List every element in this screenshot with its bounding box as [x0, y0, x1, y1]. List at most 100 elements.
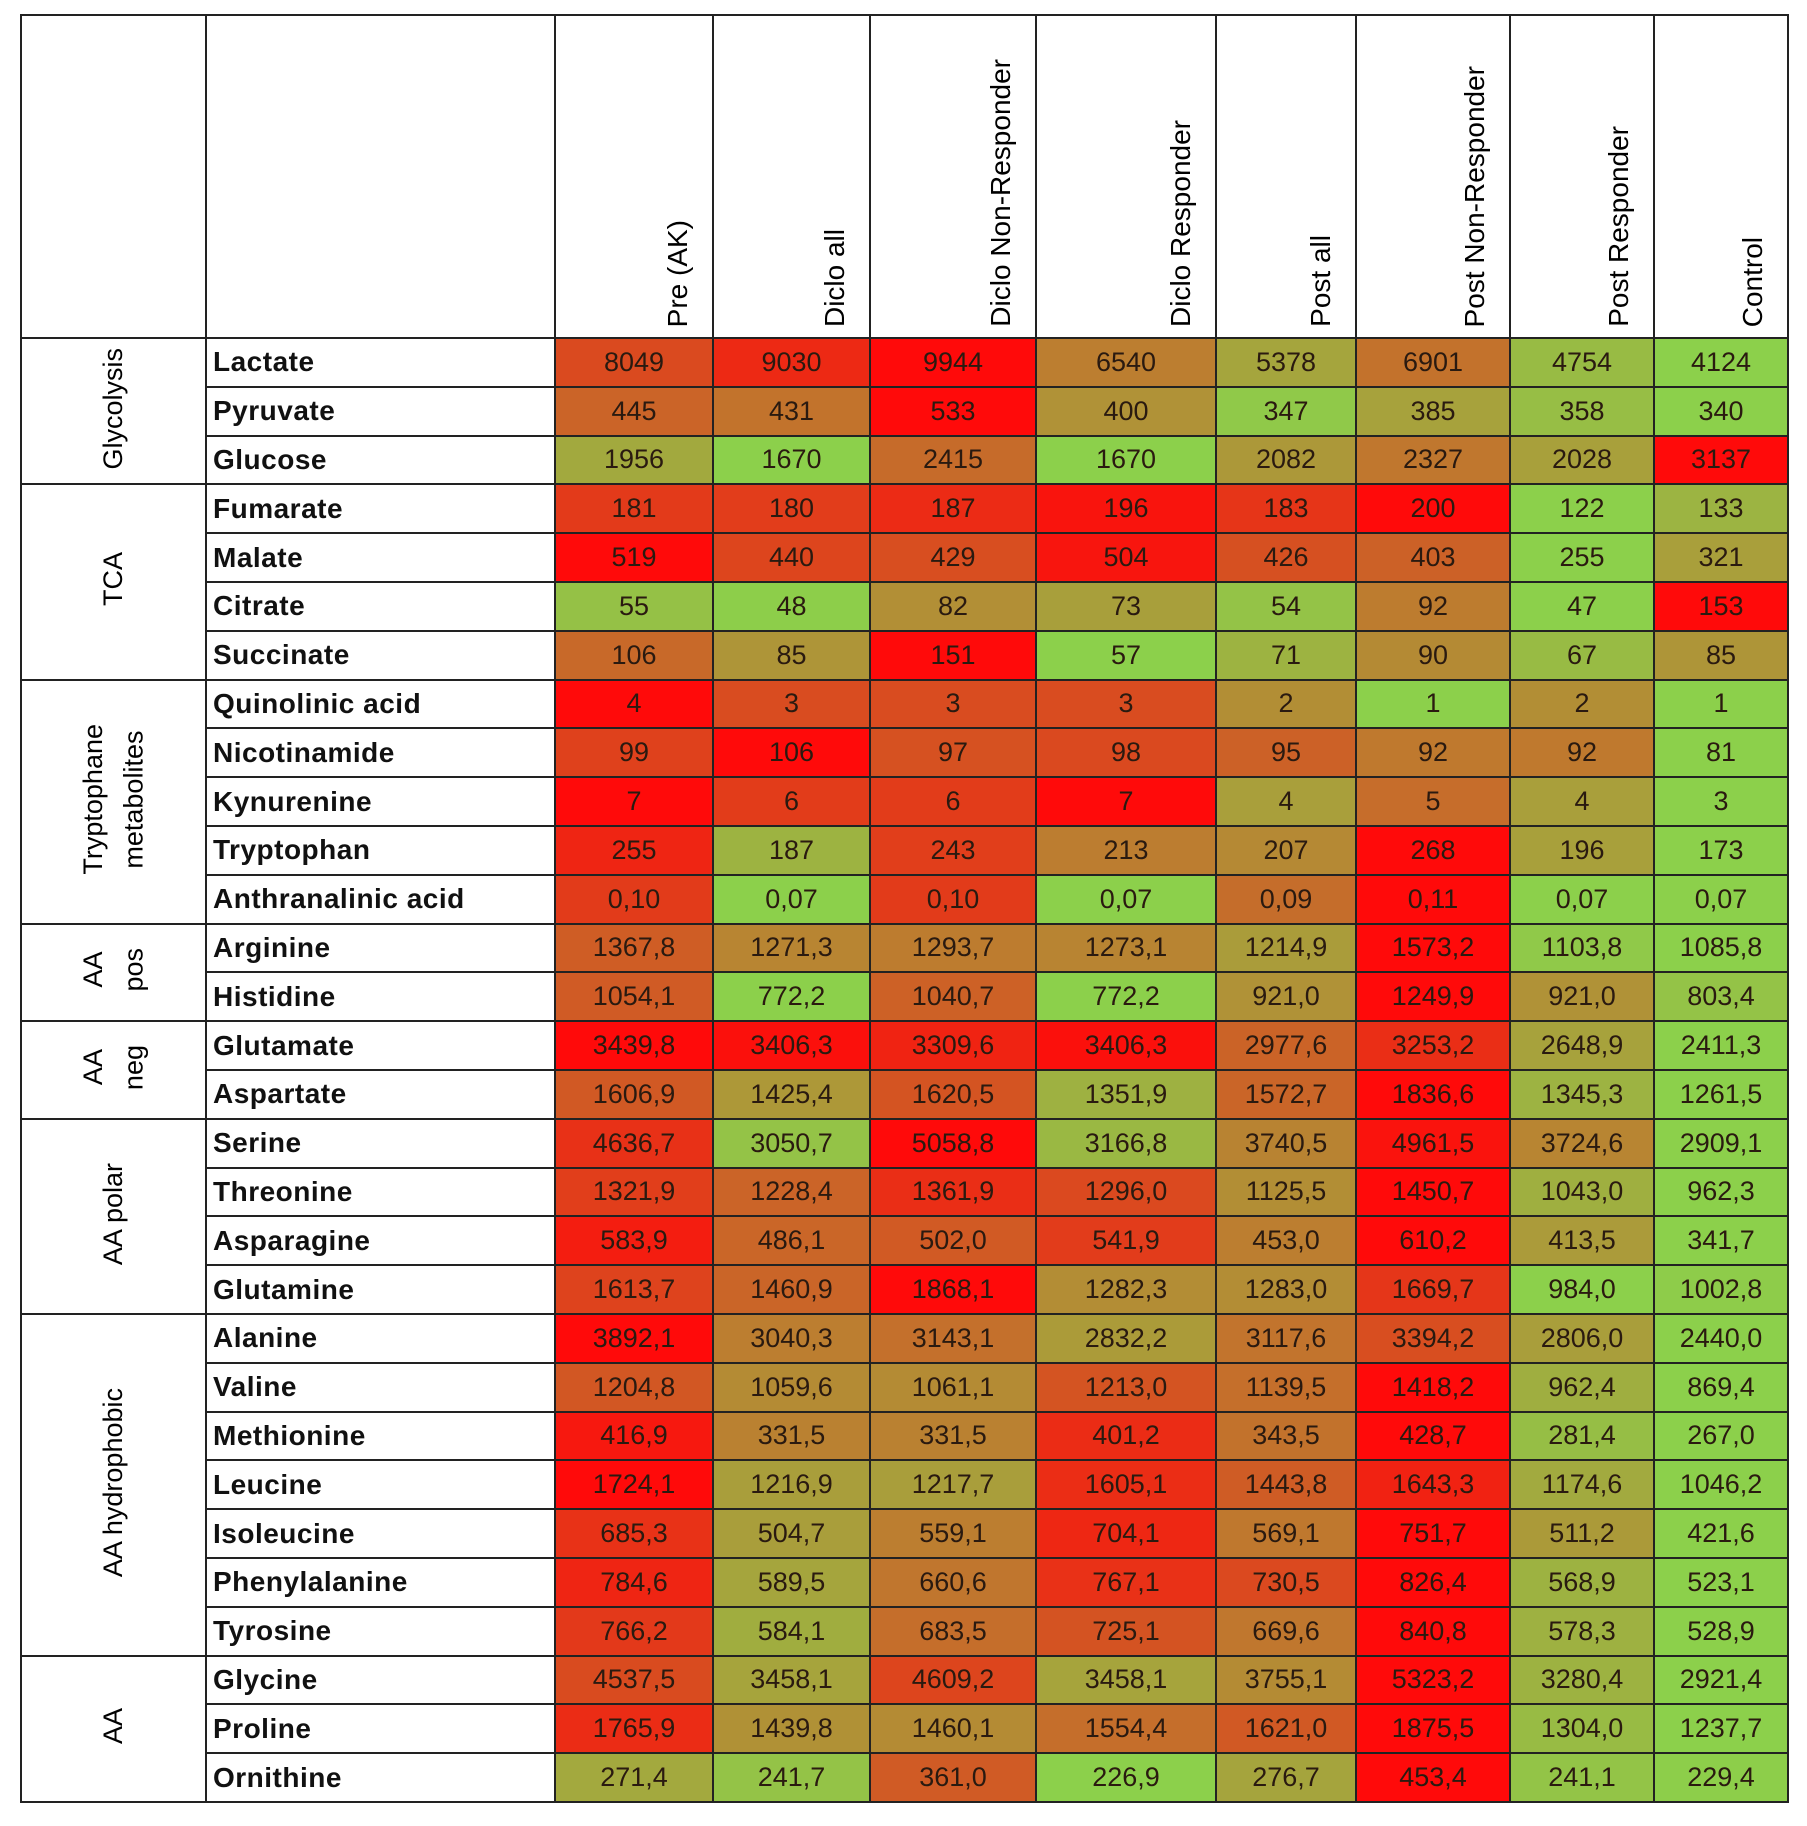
value-cell: 347: [1215, 385, 1357, 437]
value-cell: 511,2: [1509, 1508, 1655, 1559]
value-cell: 3137: [1653, 434, 1789, 486]
metabolite-name: Asparagine: [205, 1215, 556, 1267]
value-cell: 4961,5: [1355, 1117, 1511, 1169]
value-cell: 3309,6: [869, 1020, 1037, 1071]
metabolite-name: Glutamate: [205, 1020, 556, 1071]
value-cell: 331,5: [869, 1410, 1037, 1462]
value-cell: 340: [1653, 385, 1789, 437]
value-cell: 3117,6: [1215, 1312, 1357, 1364]
value-cell: 1213,0: [1035, 1361, 1217, 1413]
metabolite-name: Methionine: [205, 1410, 556, 1462]
value-cell: 92: [1355, 727, 1511, 779]
metabolite-name: Valine: [205, 1361, 556, 1413]
group-label-cell: AA: [20, 1654, 207, 1803]
value-cell: 213: [1035, 824, 1217, 876]
value-cell: 1085,8: [1653, 922, 1789, 974]
value-cell: 6: [712, 776, 871, 827]
value-cell: 5: [1355, 776, 1511, 827]
value-cell: 180: [712, 483, 871, 535]
value-cell: 1554,4: [1035, 1703, 1217, 1755]
table-row: Aspartate 1606,9 1425,4 1620,5 1351,9 1572,7 1…: [21, 1068, 1789, 1120]
value-cell: 1573,2: [1355, 922, 1511, 974]
metabolite-name: Succinate: [205, 629, 556, 681]
value-cell: 92: [1355, 580, 1511, 632]
value-cell: 268: [1355, 824, 1511, 876]
column-header-label: Diclo Responder: [1165, 120, 1196, 327]
value-cell: 1228,4: [712, 1166, 871, 1218]
value-cell: 569,1: [1215, 1508, 1357, 1559]
value-cell: 1261,5: [1653, 1068, 1789, 1120]
table-row: Kynurenine 7 6 6 7 4 5 4 3: [21, 776, 1789, 827]
group-label-cell: Glycolysis: [20, 336, 207, 486]
value-cell: 453,0: [1215, 1215, 1357, 1267]
metabolite-name: Serine: [205, 1117, 556, 1169]
column-header: Diclo Non-Responder: [869, 14, 1037, 339]
metabolite-name: Tryptophan: [205, 824, 556, 876]
value-cell: 584,1: [712, 1605, 871, 1657]
table-row: Nicotinamide 99 106 97 98 95 92 92 81: [21, 727, 1789, 779]
value-cell: 99: [554, 727, 714, 779]
value-cell: 0,11: [1355, 873, 1511, 925]
value-cell: 1174,6: [1509, 1459, 1655, 1511]
value-cell: 5323,2: [1355, 1654, 1511, 1706]
value-cell: 1724,1: [554, 1459, 714, 1511]
value-cell: 82: [869, 580, 1037, 632]
value-cell: 445: [554, 385, 714, 437]
value-cell: 4754: [1509, 337, 1655, 388]
value-cell: 2909,1: [1653, 1117, 1789, 1169]
column-header: Diclo all: [712, 14, 871, 339]
value-cell: 1836,6: [1355, 1068, 1511, 1120]
table-row: Histidine 1054,1 772,2 1040,7 772,2 921,0 1249…: [21, 971, 1789, 1023]
value-cell: 4537,5: [554, 1654, 714, 1706]
value-cell: 271,4: [554, 1752, 714, 1803]
value-cell: 984,0: [1509, 1264, 1655, 1315]
value-cell: 67: [1509, 629, 1655, 681]
value-cell: 7: [1035, 776, 1217, 827]
group-label: Glycolysis: [98, 347, 129, 470]
value-cell: 962,3: [1653, 1166, 1789, 1218]
value-cell: 7: [554, 776, 714, 827]
value-cell: 1139,5: [1215, 1361, 1357, 1413]
value-cell: 122: [1509, 483, 1655, 535]
metabolite-name: Aspartate: [205, 1068, 556, 1120]
value-cell: 1351,9: [1035, 1068, 1217, 1120]
value-cell: 1283,0: [1215, 1264, 1357, 1315]
column-header-label: Diclo Non-Responder: [985, 59, 1016, 327]
value-cell: 6: [869, 776, 1037, 827]
value-cell: 1643,3: [1355, 1459, 1511, 1511]
value-cell: 9944: [869, 337, 1037, 388]
value-cell: 766,2: [554, 1605, 714, 1657]
table-row: AA polar Serine 4636,7 3050,7 5058,8 3166,8 37…: [20, 1117, 1789, 1315]
value-cell: 385: [1355, 385, 1511, 437]
value-cell: 6540: [1035, 337, 1217, 388]
value-cell: 669,6: [1215, 1605, 1357, 1657]
value-cell: 1613,7: [554, 1264, 714, 1315]
column-header-label: Diclo all: [819, 228, 850, 327]
value-cell: 1321,9: [554, 1166, 714, 1218]
value-cell: 3724,6: [1509, 1117, 1655, 1169]
value-cell: 4636,7: [554, 1117, 714, 1169]
value-cell: 183: [1215, 483, 1357, 535]
value-cell: 1439,8: [712, 1703, 871, 1755]
value-cell: 3458,1: [712, 1654, 871, 1706]
value-cell: 1237,7: [1653, 1703, 1789, 1755]
value-cell: 0,10: [869, 873, 1037, 925]
value-cell: 95: [1215, 727, 1357, 779]
value-cell: 1040,7: [869, 971, 1037, 1023]
value-cell: 229,4: [1653, 1752, 1789, 1803]
value-cell: 3892,1: [554, 1312, 714, 1364]
metabolite-name: Leucine: [205, 1459, 556, 1511]
value-cell: 583,9: [554, 1215, 714, 1267]
corner-blank: [205, 14, 556, 339]
value-cell: 187: [712, 824, 871, 876]
value-cell: 4: [1215, 776, 1357, 827]
metabolite-name: Citrate: [205, 580, 556, 632]
value-cell: 1271,3: [712, 922, 871, 974]
value-cell: 2028: [1509, 434, 1655, 486]
value-cell: 181: [554, 483, 714, 535]
table-row: AA hydrophobic Alanine 3892,1 3040,3 3143,1 2…: [20, 1312, 1789, 1657]
table-row: Tyrosine 766,2 584,1 683,5 725,1 669,6 840,8 57…: [21, 1605, 1789, 1657]
value-cell: 0,07: [1509, 873, 1655, 925]
value-cell: 1418,2: [1355, 1361, 1511, 1413]
value-cell: 2977,6: [1215, 1020, 1357, 1071]
